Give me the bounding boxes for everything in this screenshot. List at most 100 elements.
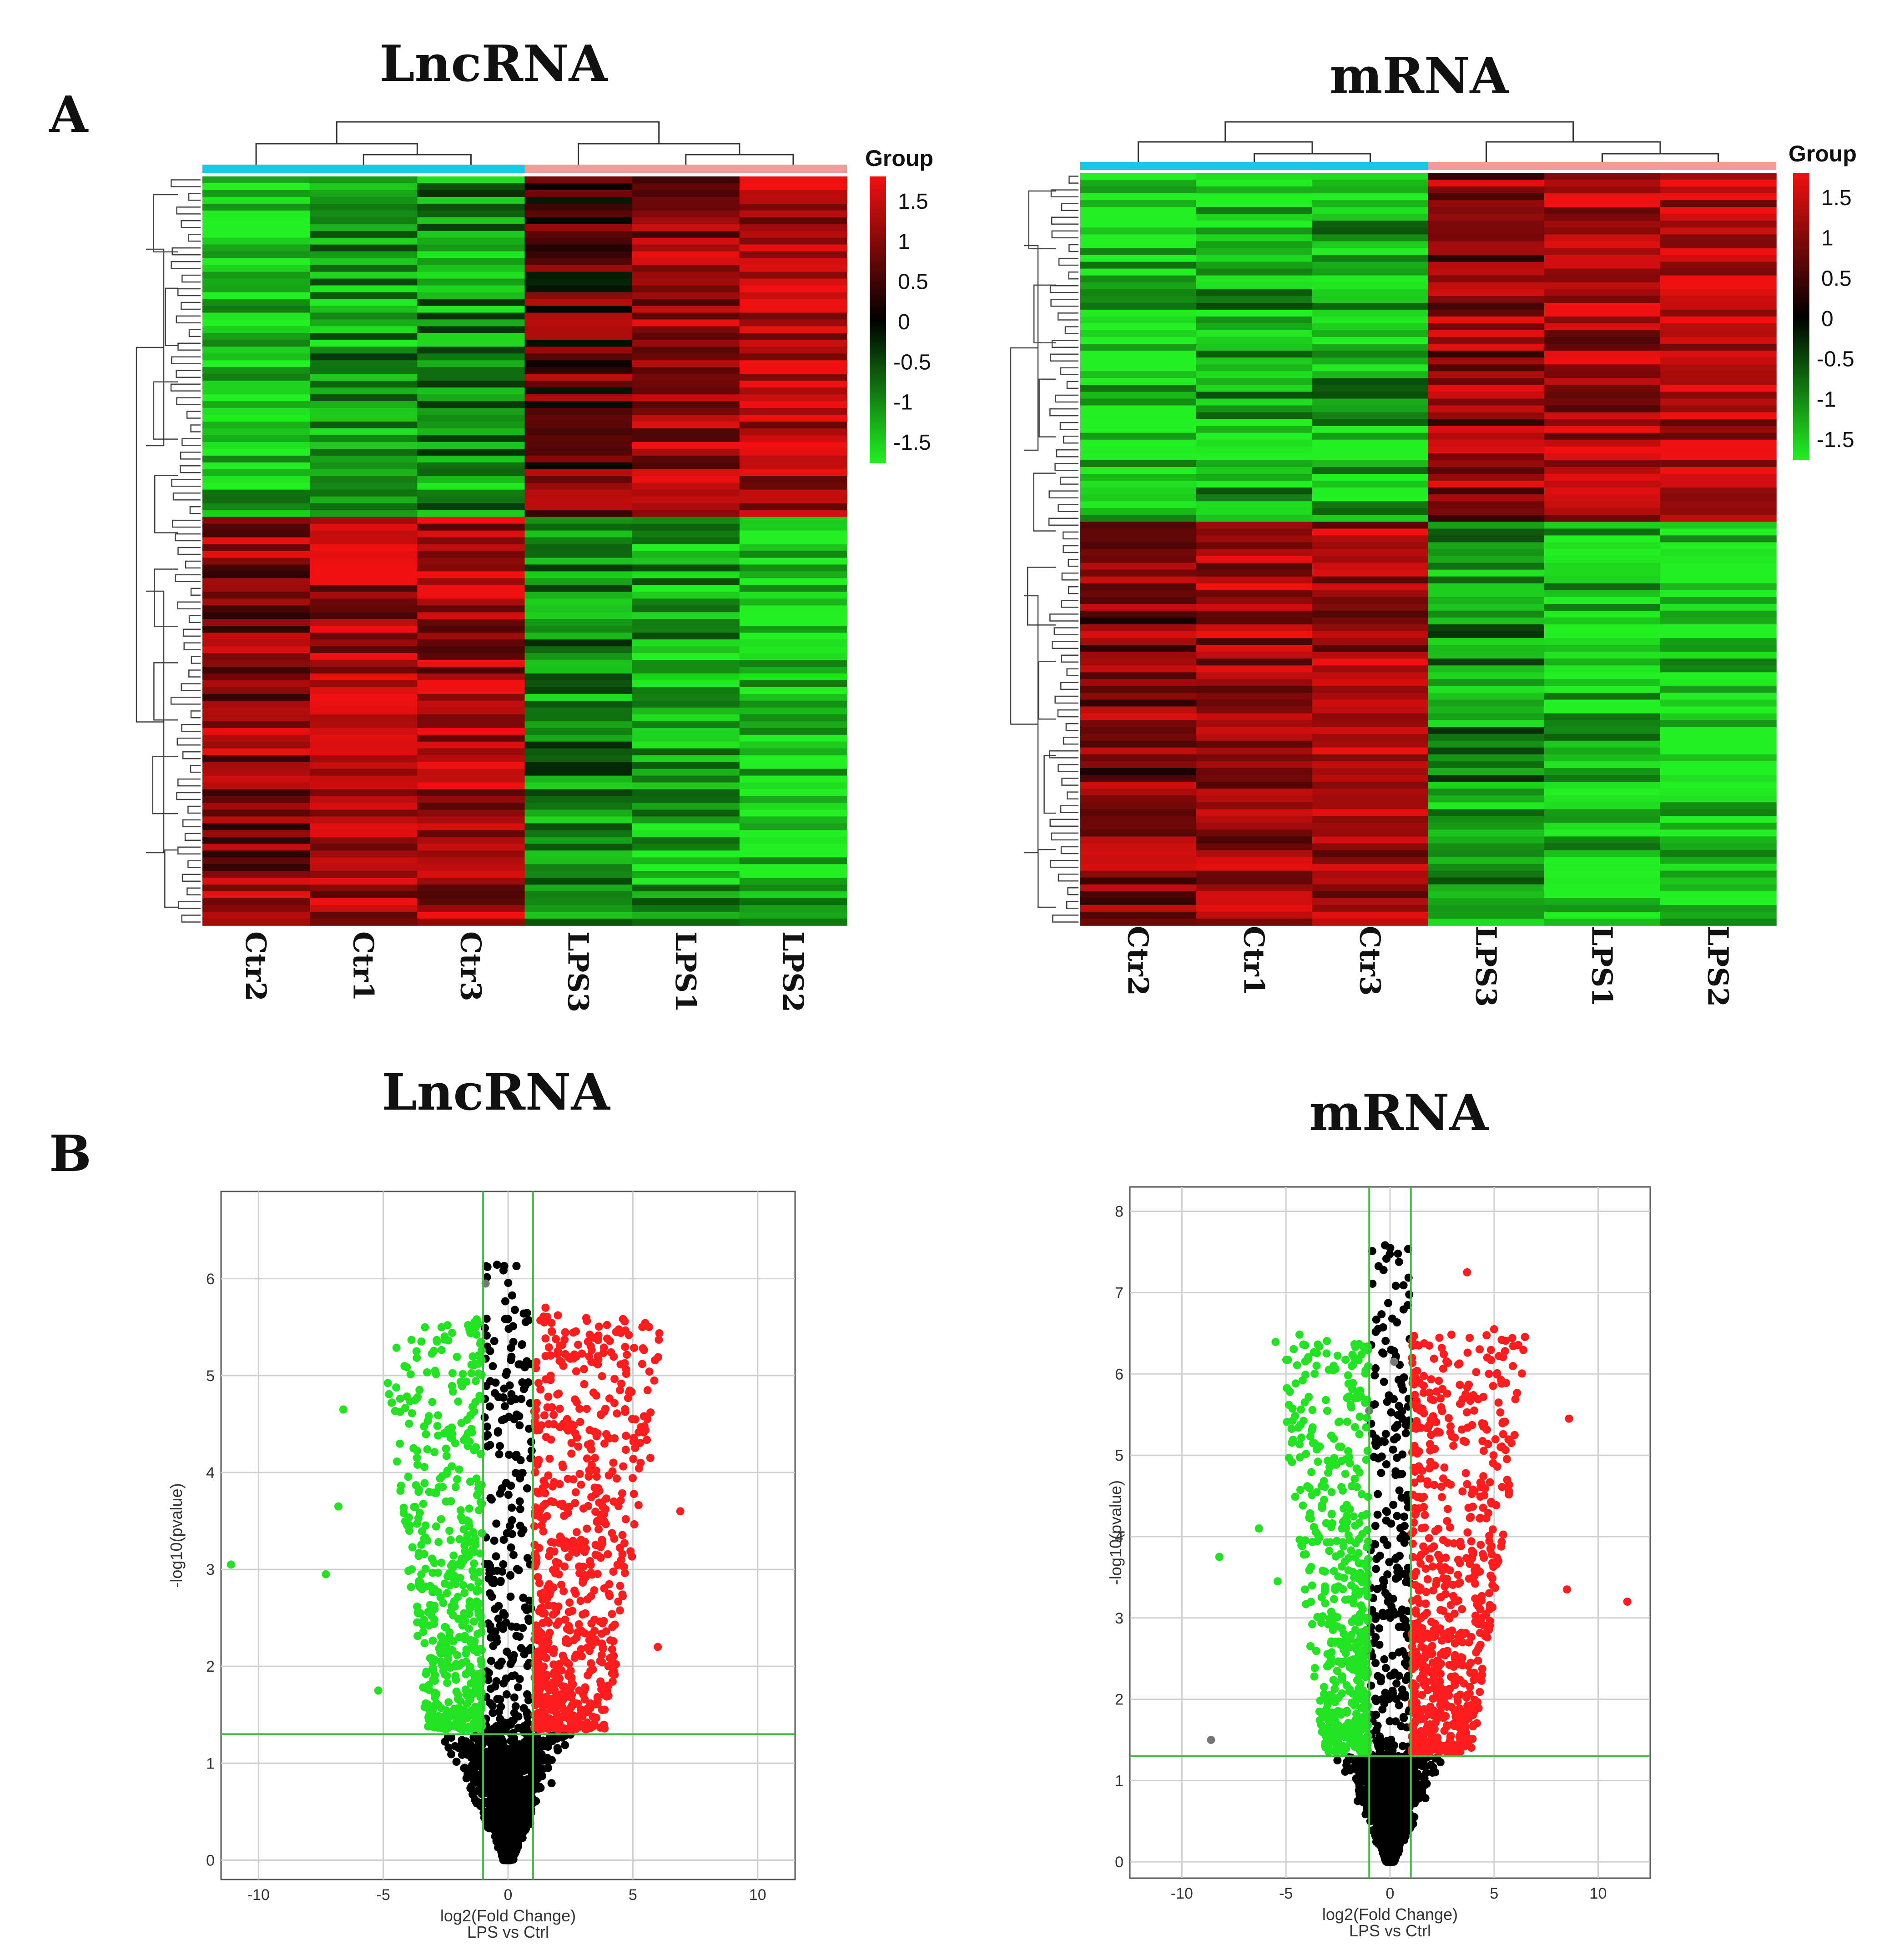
heatmap-cell <box>202 578 310 586</box>
heatmap-cell <box>1428 275 1545 283</box>
heatmap-cell <box>1312 296 1429 303</box>
point <box>569 1636 578 1644</box>
heatmap-cell <box>417 551 525 558</box>
heatmap-cell <box>524 687 633 694</box>
point <box>549 1670 558 1679</box>
heatmap-cell <box>202 816 310 824</box>
heatmap-mrna-title: mRNA <box>1330 46 1509 105</box>
heatmap-cell <box>202 217 310 225</box>
point <box>508 1530 516 1538</box>
heatmap-cell <box>1428 672 1545 680</box>
y-tick-label: 8 <box>1115 1203 1123 1221</box>
heatmap-cell <box>1544 549 1661 557</box>
heatmap-cell <box>1080 446 1197 454</box>
heatmap-cell <box>1080 180 1197 187</box>
heatmap-cell <box>739 544 847 552</box>
heatmap-cell <box>1428 747 1545 755</box>
heatmap-cell <box>1196 227 1313 235</box>
heatmap-cell <box>1312 446 1429 454</box>
point <box>491 1627 500 1636</box>
heatmap-cell <box>1428 487 1545 495</box>
heatmap-cell <box>1080 713 1197 721</box>
point <box>524 1719 532 1728</box>
point <box>621 1515 630 1523</box>
heatmap-cell <box>739 626 847 633</box>
heatmap-cell <box>202 558 310 565</box>
point <box>571 1589 580 1598</box>
heatmap-cell <box>1080 282 1197 290</box>
heatmap-cell <box>202 455 310 463</box>
point <box>541 1352 550 1360</box>
heatmap-cell <box>417 347 525 354</box>
point <box>413 1453 421 1462</box>
point <box>566 1725 575 1734</box>
heatmap-cell <box>524 360 633 368</box>
heatmap-cell <box>632 612 740 620</box>
heatmap-cell <box>1544 344 1661 351</box>
heatmap-cell <box>1428 515 1545 523</box>
point <box>524 1696 533 1704</box>
y-tick-label: 4 <box>1115 1528 1123 1546</box>
heatmap-cell <box>1080 487 1197 495</box>
heatmap-cell <box>202 598 310 606</box>
heatmap-cell <box>1544 405 1661 413</box>
point <box>605 1654 614 1662</box>
point <box>459 1525 468 1534</box>
point <box>494 1661 503 1669</box>
heatmap-cell <box>202 401 310 408</box>
point <box>604 1662 613 1670</box>
heatmap-cell <box>417 646 525 653</box>
heatmap-cell <box>524 387 633 395</box>
heatmap-cell <box>310 347 418 354</box>
point <box>591 1508 599 1516</box>
point <box>547 1703 555 1711</box>
heatmap-cell <box>1428 330 1545 337</box>
heatmap-cell <box>1544 727 1661 734</box>
heatmap-cell <box>524 605 633 613</box>
heatmap-cell <box>1196 699 1313 707</box>
heatmap-cell <box>310 898 418 905</box>
column-label-Ctr2: Ctr2 <box>1122 926 1155 996</box>
heatmap-cell <box>1196 829 1313 837</box>
heatmap-cell <box>1080 474 1197 481</box>
heatmap-cell <box>1428 528 1545 536</box>
heatmap-cell <box>310 510 418 518</box>
heatmap-cell <box>1196 241 1313 249</box>
heatmap-cell <box>202 319 310 327</box>
point <box>534 1658 543 1667</box>
heatmap-cell <box>524 871 633 878</box>
point <box>421 1323 429 1332</box>
heatmap-cell <box>1196 919 1313 926</box>
heatmap-cell <box>417 374 525 381</box>
heatmap-cell <box>1080 898 1197 905</box>
heatmap-cell <box>1312 275 1429 283</box>
heatmap-cell <box>1544 234 1661 242</box>
heatmap-cell <box>739 789 847 797</box>
point <box>620 1563 628 1571</box>
heatmap-cell <box>310 564 418 572</box>
heatmap-cell <box>1660 323 1777 331</box>
heatmap-cell <box>632 578 740 586</box>
heatmap-cell <box>1312 898 1429 905</box>
point <box>437 1558 446 1567</box>
heatmap-column-Ctr1 <box>310 176 418 926</box>
point <box>339 1405 348 1414</box>
heatmap-cell <box>632 374 740 381</box>
heatmap-cell <box>1196 679 1313 687</box>
heatmap-cell <box>524 592 633 599</box>
heatmap-cell <box>1312 207 1429 214</box>
heatmap-cell <box>202 864 310 871</box>
heatmap-cell <box>1080 405 1197 413</box>
heatmap-cell <box>202 857 310 865</box>
heatmap-cell <box>202 728 310 735</box>
heatmap-cell <box>1544 754 1661 762</box>
heatmap-cell <box>739 558 847 565</box>
point <box>532 1426 541 1435</box>
point <box>453 1352 461 1361</box>
heatmap-cell <box>1428 385 1545 392</box>
heatmap-cell <box>1080 857 1197 864</box>
heatmap-cell <box>310 299 418 307</box>
heatmap-cell <box>524 728 633 735</box>
heatmap-cell <box>1080 706 1197 714</box>
point <box>584 1671 592 1679</box>
